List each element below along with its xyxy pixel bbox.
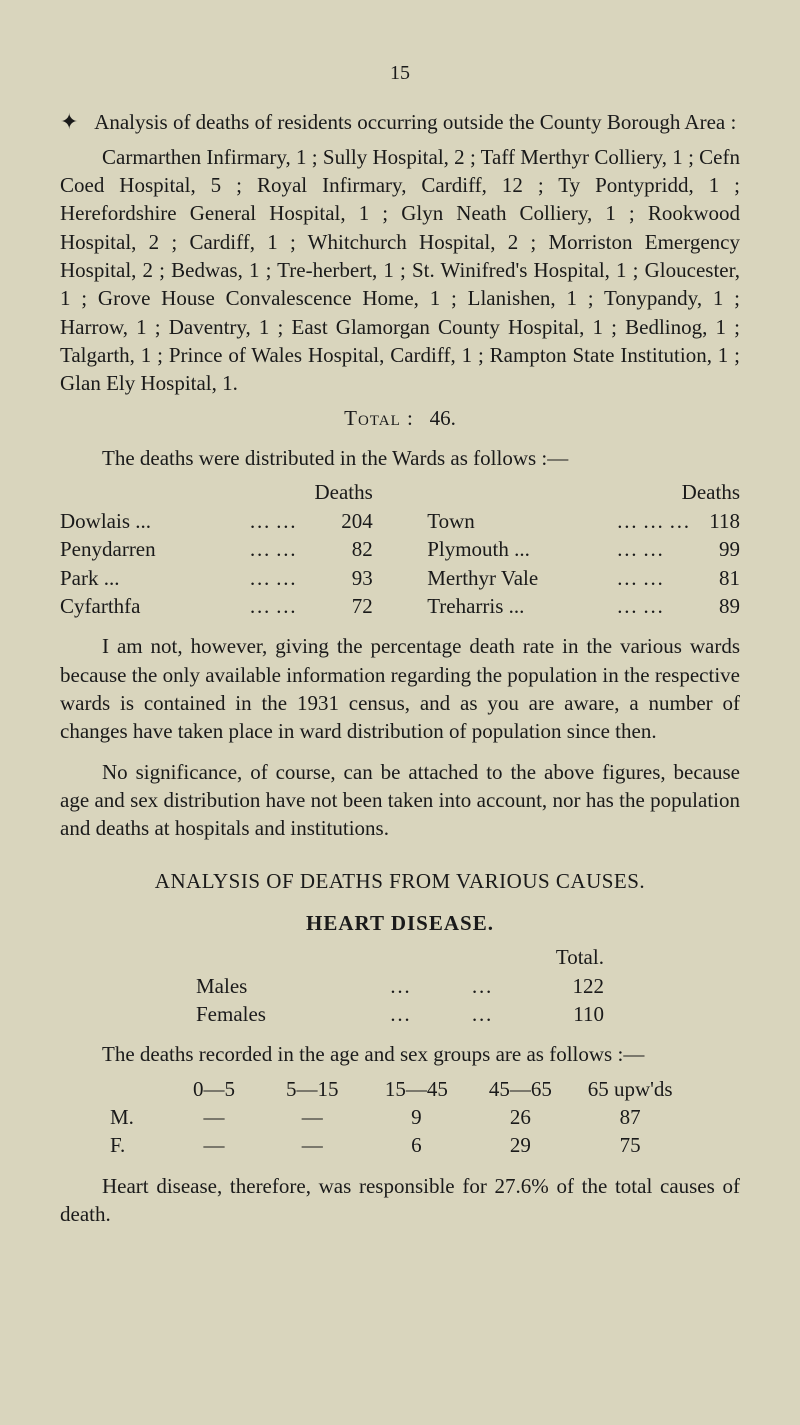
paragraph-rate: I am not, however, giving the percentage… [60,632,740,745]
age-cell: 9 [364,1103,468,1131]
ward-label: Cyfarthfa [60,592,249,620]
heart-value: 122 [522,972,604,1000]
total-label: Total : [344,406,414,430]
ward-row: Plymouth ... … … 99 [427,535,740,563]
age-row-f: F. — — 6 29 75 [110,1131,688,1159]
age-header: 5—15 [260,1075,364,1103]
age-header: 15—45 [364,1075,468,1103]
wards-right-header: Deaths [427,478,740,506]
age-cell: 75 [572,1131,688,1159]
wards-right-col: Deaths Town … … … 118 Plymouth ... … … 9… [427,478,740,620]
heart-disease-title: HEART DISEASE. [60,909,740,937]
age-label: M. [110,1103,168,1131]
ward-row: Merthyr Vale … … 81 [427,564,740,592]
ward-dots: … … [616,592,692,620]
heart-value: 110 [522,1000,604,1028]
heart-dots: … [359,1000,441,1028]
age-cell: 87 [572,1103,688,1131]
ward-dots: … … [249,507,325,535]
age-cell: 6 [364,1131,468,1159]
ward-value: 99 [692,535,740,563]
heart-label: Females [196,1000,359,1028]
ward-dots: … … [249,535,325,563]
ward-value: 93 [325,564,373,592]
age-header: 45—65 [468,1075,572,1103]
age-header [110,1075,168,1103]
total-value: 46. [430,406,456,430]
heart-dots: … [359,972,441,1000]
ward-label: Plymouth ... [427,535,616,563]
age-header-row: 0—5 5—15 15—45 45—65 65 upw'ds [110,1075,688,1103]
age-header: 0—5 [168,1075,260,1103]
ward-value: 72 [325,592,373,620]
age-cell: — [168,1131,260,1159]
intro-paragraph-1: ✦ Analysis of deaths of residents occurr… [60,107,740,137]
ward-label: Merthyr Vale [427,564,616,592]
ward-label: Penydarren [60,535,249,563]
ward-row: Dowlais ... … … 204 [60,507,373,535]
ward-dots: … … [249,564,325,592]
wards-table: Deaths Dowlais ... … … 204 Penydarren … … [60,478,740,620]
paragraph-significance: No significance, of course, can be attac… [60,758,740,843]
ward-label: Town [427,507,616,535]
deaths-header-left: Deaths [314,478,372,506]
ward-row: Penydarren … … 82 [60,535,373,563]
age-cell: — [168,1103,260,1131]
age-cell: 29 [468,1131,572,1159]
distribution-intro: The deaths were distributed in the Wards… [60,444,740,472]
heart-row-males: Males … … 122 [196,972,604,1000]
ward-row: Cyfarthfa … … 72 [60,592,373,620]
ward-row: Town … … … 118 [427,507,740,535]
ward-label: Treharris ... [427,592,616,620]
ward-row: Treharris ... … … 89 [427,592,740,620]
wards-left-header: Deaths [60,478,373,506]
total-line: Total : 46. [60,404,740,432]
ward-value: 204 [325,507,373,535]
closing-paragraph: Heart disease, therefore, was responsibl… [60,1172,740,1229]
deaths-header-right: Deaths [682,478,740,506]
ward-value: 118 [692,507,740,535]
page-number: 15 [60,60,740,87]
age-cell: 26 [468,1103,572,1131]
age-intro: The deaths recorded in the age and sex g… [60,1040,740,1068]
ward-value: 89 [692,592,740,620]
ward-label: Park ... [60,564,249,592]
ward-dots: … … [616,535,692,563]
age-cell: — [260,1103,364,1131]
ward-label: Dowlais ... [60,507,249,535]
ward-value: 81 [692,564,740,592]
ward-row: Park ... … … 93 [60,564,373,592]
age-label: F. [110,1131,168,1159]
age-sex-table: 0—5 5—15 15—45 45—65 65 upw'ds M. — — 9 … [110,1075,688,1160]
ward-value: 82 [325,535,373,563]
ward-dots: … … [616,564,692,592]
heart-total-label: Total. [522,943,604,971]
heart-dots: … [441,972,523,1000]
analysis-title: ANALYSIS OF DEATHS FROM VARIOUS CAUSES. [60,867,740,895]
wards-left-col: Deaths Dowlais ... … … 204 Penydarren … … [60,478,373,620]
age-row-m: M. — — 9 26 87 [110,1103,688,1131]
age-header: 65 upw'ds [572,1075,688,1103]
age-cell: — [260,1131,364,1159]
heart-dots: … [441,1000,523,1028]
heart-header-row: Total. [196,943,604,971]
bullet-icon: ✦ [60,109,78,134]
intro-1-text: Analysis of deaths of residents occurrin… [94,110,736,134]
ward-dots: … … [249,592,325,620]
heart-row-females: Females … … 110 [196,1000,604,1028]
heart-label: Males [196,972,359,1000]
heart-disease-table: Total. Males … … 122 Females … … 110 [196,943,604,1028]
hospital-list: Carmarthen Infirmary, 1 ; Sully Hospital… [60,143,740,398]
ward-dots: … … … [616,507,692,535]
